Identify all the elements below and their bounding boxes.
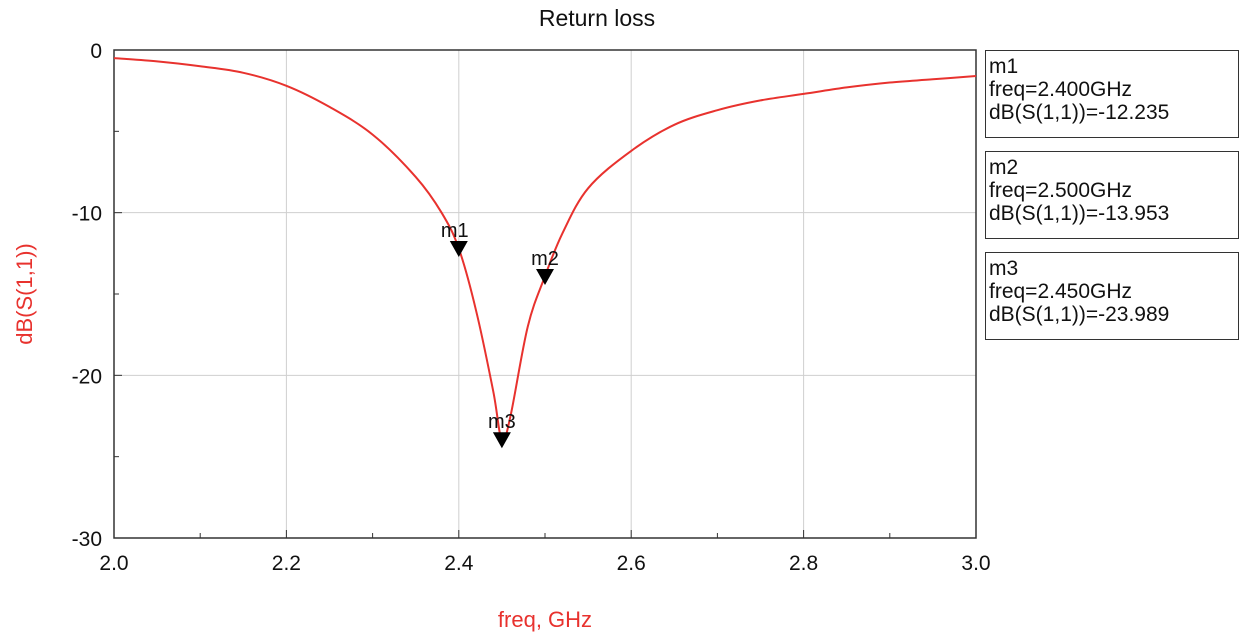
marker-box-freq: freq=2.400GHz [989,78,1133,101]
x-axis-label: freq, GHz [498,607,592,632]
plot-frame [113,49,977,539]
marker-box-value: dB(S(1,1))=-13.953 [989,202,1170,225]
marker-m2-triangle [536,268,554,285]
marker-box-m3: m3 freq=2.450GHz dB(S(1,1))=-23.989 [985,252,1239,340]
marker-box-m1: m1 freq=2.400GHz dB(S(1,1))=-12.235 [985,50,1239,138]
x-tick-label: 2.6 [617,552,646,575]
x-tick-label: 2.0 [99,552,128,575]
marker-box-value: dB(S(1,1))=-12.235 [989,101,1170,124]
y-tick-label: -20 [72,365,102,388]
marker-box-name: m1 [989,55,1019,78]
marker-box-value: dB(S(1,1))=-23.989 [989,303,1170,326]
chart-title: Return loss [539,5,655,31]
marker-box-name: m2 [989,156,1019,179]
grid-lines [114,50,976,538]
marker-m3-triangle [492,432,511,449]
marker-box-freq: freq=2.500GHz [989,179,1133,202]
s11-curve [113,57,977,443]
marker-m1-triangle [449,241,468,258]
y-tick-label: -30 [72,528,102,551]
marker-m2-label: m2 [531,248,559,270]
x-tick-label: 3.0 [961,552,990,575]
marker-m3-label: m3 [488,411,516,433]
y-tick-labels: 0 -10 -20 -30 [72,40,102,551]
x-tick-label: 2.4 [444,552,474,575]
marker-box-name: m3 [989,257,1019,280]
marker-m1-label: m1 [441,220,469,242]
minor-ticks [113,49,977,539]
x-tick-labels: 2.0 2.2 2.4 2.6 2.8 3.0 [99,552,990,575]
y-axis-label: dB(S(1,1)) [12,243,37,344]
markers: m1 m2 m3 [441,220,559,449]
marker-box-m2: m2 freq=2.500GHz dB(S(1,1))=-13.953 [985,151,1239,239]
y-tick-label: -10 [72,203,102,226]
marker-box-freq: freq=2.450GHz [989,280,1133,303]
x-tick-label: 2.8 [789,552,818,575]
y-tick-label: 0 [90,40,102,63]
x-tick-label: 2.2 [272,552,301,575]
